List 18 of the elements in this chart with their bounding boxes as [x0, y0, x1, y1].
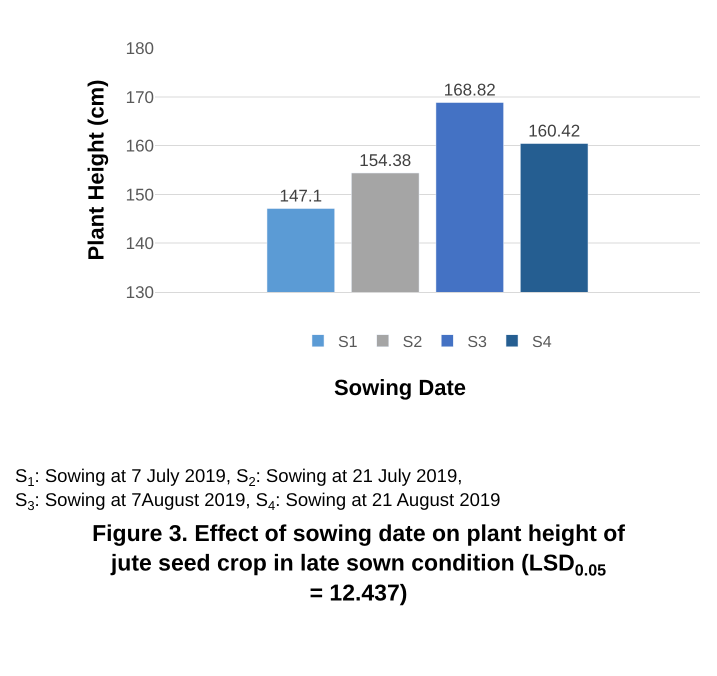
data-label: 154.38: [359, 151, 412, 170]
text: S$_{1}$: Sowing at 7 July 2019, S$_{2}$: Sowing at 21 July 2019, S$_{3}$: Sowing at 7August 2019, S$_{4}$: Sowing at 21 August 2019: [15, 465, 500, 513]
data-label: 160.42: [528, 122, 580, 141]
y-tick-label: 150: [126, 185, 154, 204]
x-axis-title: Sowing Date: [334, 375, 466, 400]
legend-label: S2: [402, 334, 422, 351]
legend-label: S4: [532, 334, 552, 351]
y-tick-label: 130: [126, 282, 154, 302]
y-tick-label: 180: [126, 38, 154, 58]
legend-label: S3: [467, 334, 488, 351]
y-axis-title: Plant Height (cm): [83, 80, 108, 260]
y-tick-label: 160: [126, 136, 154, 156]
y-tick-label: 140: [126, 234, 154, 254]
legend-label: S1: [338, 334, 358, 351]
data-label: 147.1: [280, 186, 322, 206]
y-tick-label: 170: [126, 88, 154, 107]
data-label: 168.82: [444, 80, 496, 100]
chart-title: Figure 3. Effect of sowing date on plant height of jute seed crop in late sown condition (LSD$_{0.05}$ = 12.437): [92, 520, 625, 606]
